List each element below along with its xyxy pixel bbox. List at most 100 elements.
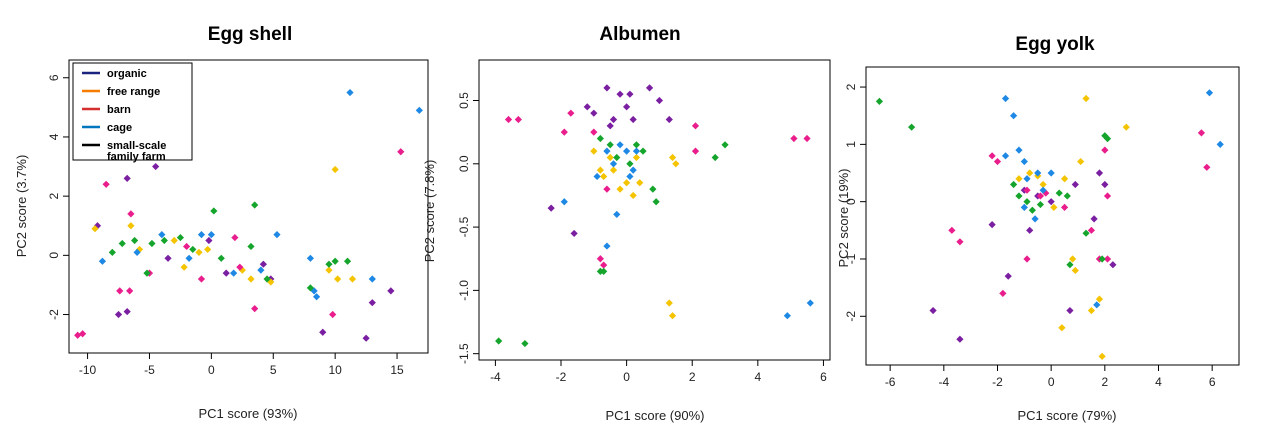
point-barn [1023, 186, 1031, 194]
point-small-scale [1015, 192, 1023, 200]
point-organic [319, 328, 327, 336]
legend-label-cage: cage [107, 122, 132, 134]
ytick-label: -2 [47, 309, 61, 320]
xtick-label: 10 [328, 363, 342, 377]
point-small-scale [263, 275, 271, 283]
point-barn [1023, 255, 1031, 263]
point-organic [1101, 180, 1109, 189]
point-barn [116, 287, 124, 295]
point-cage [1216, 140, 1224, 148]
point-organic [645, 84, 654, 92]
legend-label-small-scale: small-scale [107, 140, 166, 152]
point-small-scale [1036, 200, 1045, 209]
point-free-range [1069, 255, 1077, 263]
point-free-range [665, 299, 673, 307]
point-free-range [127, 222, 135, 230]
ytick-label: 0.0 [457, 155, 471, 172]
point-cage [197, 231, 206, 239]
point-organic [609, 115, 618, 124]
point-cage [415, 106, 423, 114]
point-free-range [1098, 352, 1106, 361]
point-small-scale [652, 198, 660, 206]
yaxis-egg-shell: -2 0 2 4 6 [47, 74, 69, 320]
point-cage [306, 254, 314, 262]
point-free-range [1122, 123, 1130, 131]
point-organic [222, 269, 230, 277]
point-small-scale [251, 201, 259, 209]
point-small-scale [1009, 180, 1018, 189]
ytick-label: -0.5 [457, 216, 471, 237]
yaxis-albumen: -1.5 -1.0 -0.5 0.0 0.5 [457, 92, 479, 364]
point-free-range [629, 191, 637, 200]
xtick-label: -2 [992, 375, 1003, 389]
point-barn [590, 128, 598, 136]
point-cage [312, 293, 321, 301]
point-small-scale [1082, 229, 1090, 237]
xtick-label: 6 [1209, 375, 1216, 389]
point-cage [626, 172, 634, 181]
point-small-scale [1023, 198, 1031, 206]
xtick-label: 5 [270, 363, 277, 377]
plot-frame-albumen [478, 59, 831, 361]
points-albumen [495, 84, 814, 348]
xtick-label: -10 [79, 363, 97, 377]
point-organic [583, 103, 591, 111]
point-cage [1039, 186, 1047, 194]
point-small-scale [908, 123, 916, 131]
point-cage [1015, 146, 1023, 154]
point-free-range [1087, 306, 1096, 315]
point-organic [616, 90, 624, 98]
point-free-range [331, 165, 339, 174]
point-cage [1001, 152, 1010, 160]
point-barn [948, 226, 956, 234]
xtick-label: -2 [556, 370, 567, 384]
point-free-range [636, 179, 644, 187]
point-barn [600, 261, 608, 269]
point-organic [626, 90, 634, 98]
point-cage [368, 275, 376, 283]
point-free-range [1039, 180, 1047, 189]
xtick-label: -4 [490, 370, 501, 384]
panel-egg-shell: Egg shell -2 0 2 4 6 -10 -5 0 5 10 15 PC1 score (… [14, 24, 429, 421]
point-free-range [1060, 175, 1069, 183]
point-organic [368, 299, 376, 307]
point-small-scale [143, 269, 151, 277]
ytick-label: -2 [844, 311, 858, 322]
xtick-label: 2 [1101, 375, 1108, 389]
point-small-scale [596, 134, 604, 143]
point-free-range [195, 248, 203, 256]
point-cage [257, 266, 265, 274]
xtick-label: 0 [208, 363, 215, 377]
point-cage [613, 210, 621, 219]
point-free-range [616, 185, 624, 193]
point-barn [691, 122, 700, 130]
ytick-label: 2 [844, 83, 858, 90]
point-cage [806, 299, 814, 307]
point-cage [1047, 169, 1055, 177]
point-small-scale [1055, 189, 1063, 197]
xtick-label: 0 [1048, 375, 1055, 389]
point-free-range [238, 266, 246, 274]
point-small-scale [331, 257, 339, 265]
point-free-range [668, 312, 677, 320]
point-cage [1034, 169, 1042, 177]
xtick-label: 0 [623, 370, 630, 384]
point-small-scale [343, 257, 352, 265]
point-organic [623, 103, 631, 111]
point-barn [1101, 146, 1109, 154]
point-free-range [1050, 203, 1058, 212]
point-cage [1020, 203, 1028, 212]
point-small-scale [131, 236, 139, 245]
point-cage [603, 242, 611, 250]
yaxis-egg-yolk: -2 -1 0 1 2 [844, 83, 866, 322]
point-small-scale [711, 153, 719, 162]
point-barn [126, 287, 134, 295]
point-free-range [623, 179, 631, 187]
point-barn [956, 238, 964, 246]
point-organic [629, 115, 637, 124]
point-barn [236, 263, 244, 271]
point-barn [504, 115, 513, 124]
point-free-range [325, 266, 333, 274]
point-small-scale [875, 97, 884, 105]
point-organic [123, 307, 131, 316]
